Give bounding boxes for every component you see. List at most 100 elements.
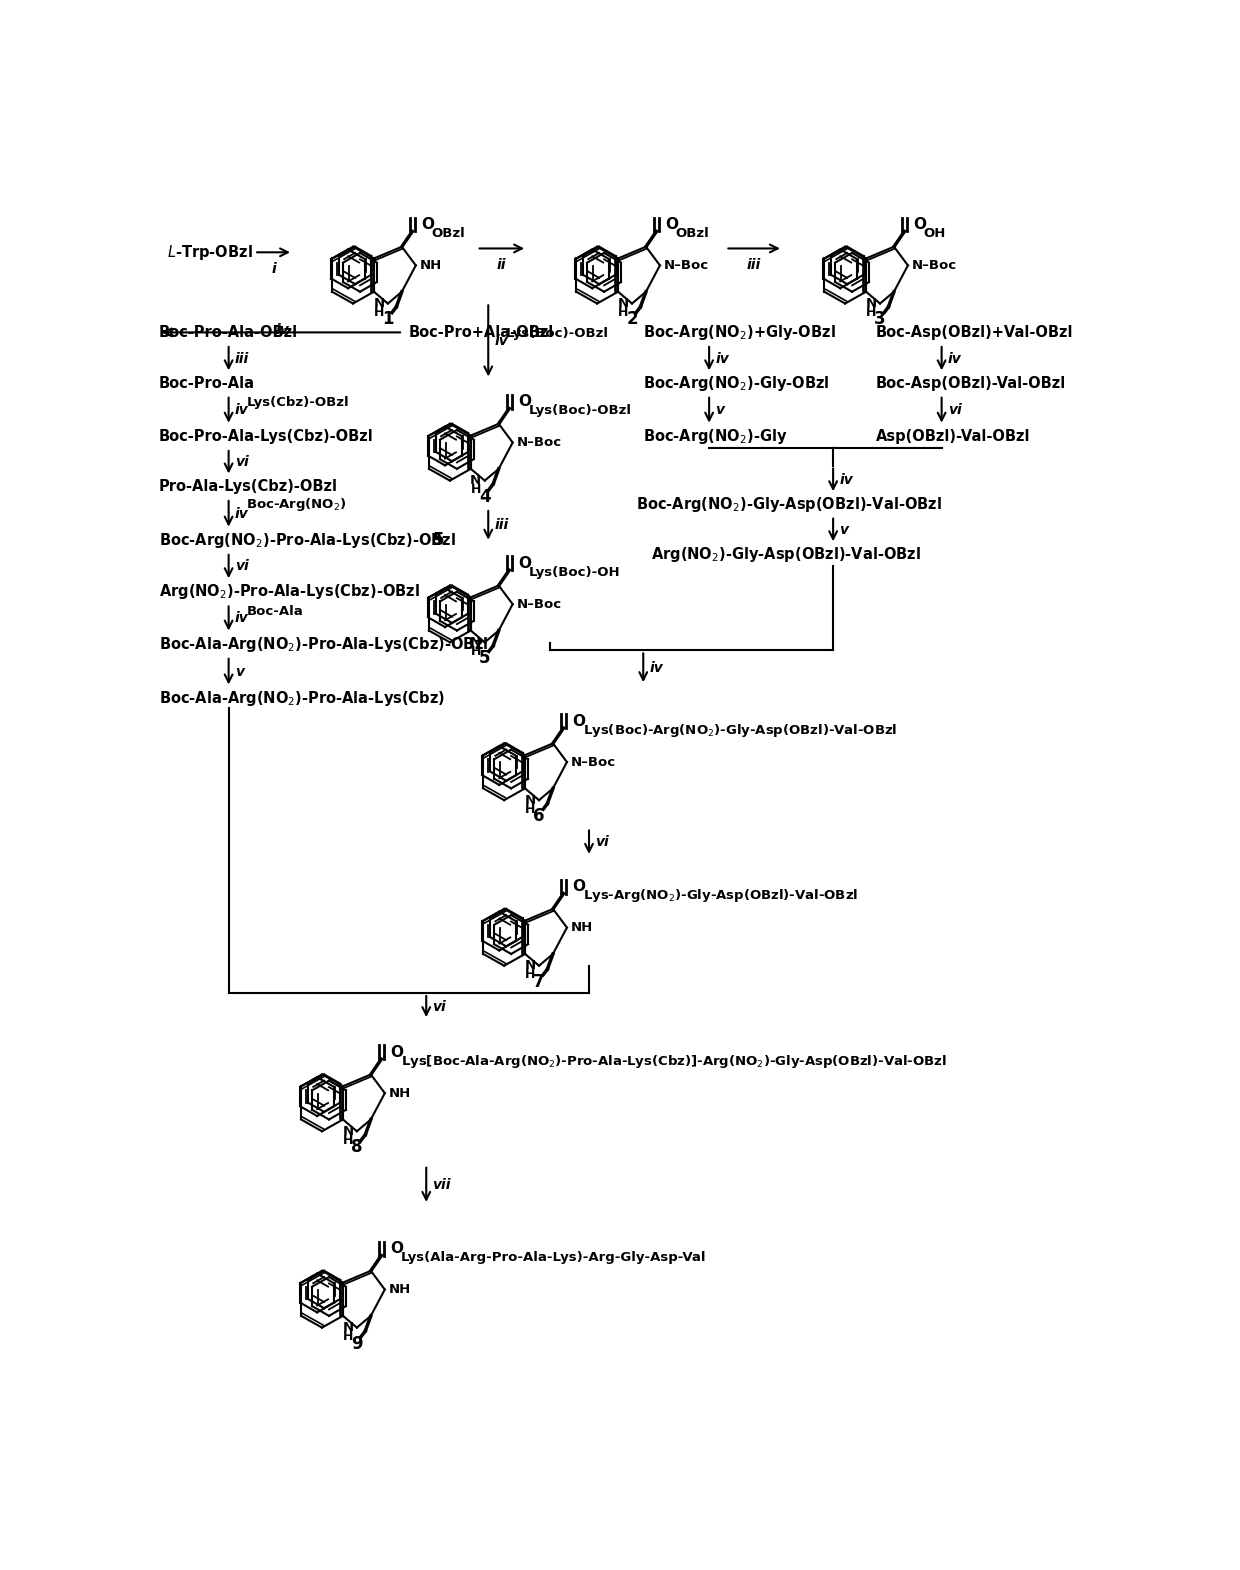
Text: Boc-Pro-Ala-OBzl: Boc-Pro-Ala-OBzl bbox=[159, 325, 298, 339]
Text: Boc-Arg(NO$_2$)+Gly-OBzl: Boc-Arg(NO$_2$)+Gly-OBzl bbox=[644, 323, 836, 342]
Text: H: H bbox=[342, 1330, 353, 1342]
Text: O: O bbox=[518, 556, 532, 571]
Text: iii: iii bbox=[746, 259, 761, 273]
Text: H: H bbox=[470, 484, 481, 496]
Text: Boc-Arg(NO$_2$)-Gly-Asp(OBzl)-Val-OBzl: Boc-Arg(NO$_2$)-Gly-Asp(OBzl)-Val-OBzl bbox=[635, 495, 941, 513]
Text: 4: 4 bbox=[479, 488, 491, 506]
Text: ii: ii bbox=[497, 259, 507, 273]
Text: 1: 1 bbox=[382, 311, 393, 328]
Text: iv: iv bbox=[234, 611, 248, 625]
Text: NH: NH bbox=[570, 922, 593, 934]
Text: H: H bbox=[866, 306, 877, 319]
Text: H: H bbox=[373, 306, 384, 319]
Text: OH: OH bbox=[924, 228, 946, 240]
Text: N–Boc: N–Boc bbox=[913, 259, 957, 272]
Text: iv: iv bbox=[947, 352, 961, 366]
Text: 8: 8 bbox=[351, 1138, 362, 1156]
Text: Boc-Arg(NO$_2$)-Pro-Ala-Lys(Cbz)-OBzl: Boc-Arg(NO$_2$)-Pro-Ala-Lys(Cbz)-OBzl bbox=[159, 531, 456, 550]
Text: O: O bbox=[914, 217, 926, 232]
Text: O: O bbox=[391, 1242, 403, 1256]
Text: Boc-Pro-Ala: Boc-Pro-Ala bbox=[159, 375, 255, 391]
Text: Boc-Asp(OBzl)-Val-OBzl: Boc-Asp(OBzl)-Val-OBzl bbox=[875, 375, 1066, 391]
Text: N: N bbox=[618, 297, 629, 309]
Text: N: N bbox=[342, 1320, 353, 1334]
Text: N: N bbox=[470, 474, 481, 487]
Text: vi: vi bbox=[433, 1000, 446, 1014]
Text: iv: iv bbox=[650, 661, 663, 675]
Text: v: v bbox=[234, 664, 244, 678]
Text: N: N bbox=[866, 297, 877, 309]
Text: vi: vi bbox=[947, 403, 961, 418]
Text: H: H bbox=[470, 645, 481, 658]
Text: v: v bbox=[839, 523, 848, 537]
Text: Boc-Arg(NO$_2$)-Gly-OBzl: Boc-Arg(NO$_2$)-Gly-OBzl bbox=[644, 374, 830, 392]
Text: Lys[Boc-Ala-Arg(NO$_2$)-Pro-Ala-Lys(Cbz)]-Arg(NO$_2$)-Gly-Asp(OBzl)-Val-OBzl: Lys[Boc-Ala-Arg(NO$_2$)-Pro-Ala-Lys(Cbz)… bbox=[401, 1053, 946, 1069]
Text: iv: iv bbox=[839, 473, 853, 487]
Text: Pro-Ala-Lys(Cbz)-OBzl: Pro-Ala-Lys(Cbz)-OBzl bbox=[159, 479, 337, 495]
Text: Lys(Boc)-OBzl: Lys(Boc)-OBzl bbox=[528, 403, 631, 418]
Text: N: N bbox=[342, 1124, 353, 1138]
Text: Lys(Cbz)-OBzl: Lys(Cbz)-OBzl bbox=[247, 396, 350, 410]
Text: iv: iv bbox=[495, 334, 508, 349]
Text: iii: iii bbox=[234, 352, 249, 366]
Text: Boc-Pro+Ala-OBzl: Boc-Pro+Ala-OBzl bbox=[408, 325, 554, 339]
Text: iv: iv bbox=[234, 507, 248, 521]
Text: 2: 2 bbox=[626, 311, 637, 328]
Text: O: O bbox=[391, 1044, 403, 1060]
Text: Lys(Boc)-OH: Lys(Boc)-OH bbox=[528, 565, 620, 579]
Text: Boc-Ala-Arg(NO$_2$)-Pro-Ala-Lys(Cbz)-OBzl: Boc-Ala-Arg(NO$_2$)-Pro-Ala-Lys(Cbz)-OBz… bbox=[159, 634, 489, 653]
Text: $L$-Trp-OBzl: $L$-Trp-OBzl bbox=[166, 243, 253, 262]
Text: O: O bbox=[518, 394, 532, 410]
Text: OBzl: OBzl bbox=[676, 228, 709, 240]
Text: N: N bbox=[373, 297, 384, 309]
Text: Arg(NO$_2$)-Pro-Ala-Lys(Cbz)-OBzl: Arg(NO$_2$)-Pro-Ala-Lys(Cbz)-OBzl bbox=[159, 582, 420, 601]
Text: N–Boc: N–Boc bbox=[665, 259, 709, 272]
Text: 3: 3 bbox=[874, 311, 885, 328]
Text: 5: 5 bbox=[433, 531, 444, 550]
Text: Boc-Ala: Boc-Ala bbox=[247, 604, 304, 617]
Text: Boc-Pro-Ala-Lys(Cbz)-OBzl: Boc-Pro-Ala-Lys(Cbz)-OBzl bbox=[159, 429, 373, 444]
Text: H: H bbox=[525, 802, 536, 816]
Text: O: O bbox=[573, 879, 585, 895]
Text: N–Boc: N–Boc bbox=[517, 436, 562, 449]
Text: Boc-Asp(OBzl)+Val-OBzl: Boc-Asp(OBzl)+Val-OBzl bbox=[875, 325, 1074, 339]
Text: iv: iv bbox=[277, 323, 290, 338]
Text: H: H bbox=[618, 306, 629, 319]
Text: v: v bbox=[715, 403, 724, 418]
Text: i: i bbox=[272, 262, 277, 276]
Text: 7: 7 bbox=[533, 973, 544, 991]
Text: N–Boc: N–Boc bbox=[517, 598, 562, 611]
Text: Lys-Arg(NO$_2$)-Gly-Asp(OBzl)-Val-OBzl: Lys-Arg(NO$_2$)-Gly-Asp(OBzl)-Val-OBzl bbox=[583, 887, 858, 904]
Text: OBzl: OBzl bbox=[432, 228, 465, 240]
Text: Arg(NO$_2$)-Gly-Asp(OBzl)-Val-OBzl: Arg(NO$_2$)-Gly-Asp(OBzl)-Val-OBzl bbox=[651, 545, 921, 565]
Text: O: O bbox=[422, 217, 434, 232]
Text: Lys(Ala-Arg-Pro-Ala-Lys)-Arg-Gly-Asp-Val: Lys(Ala-Arg-Pro-Ala-Lys)-Arg-Gly-Asp-Val bbox=[401, 1251, 706, 1264]
Text: N–Boc: N–Boc bbox=[572, 755, 616, 769]
Text: H: H bbox=[342, 1134, 353, 1146]
Text: NH: NH bbox=[388, 1283, 410, 1295]
Text: vi: vi bbox=[595, 835, 609, 849]
Text: 5: 5 bbox=[479, 650, 491, 667]
Text: iv: iv bbox=[234, 403, 248, 418]
Text: Lys(Boc)-Arg(NO$_2$)-Gly-Asp(OBzl)-Val-OBzl: Lys(Boc)-Arg(NO$_2$)-Gly-Asp(OBzl)-Val-O… bbox=[583, 722, 898, 738]
Text: NH: NH bbox=[419, 259, 441, 272]
Text: iv: iv bbox=[715, 352, 729, 366]
Text: 9: 9 bbox=[351, 1334, 363, 1352]
Text: N: N bbox=[525, 959, 536, 972]
Text: H: H bbox=[525, 969, 536, 981]
Text: 6: 6 bbox=[533, 807, 544, 826]
Text: Boc-Arg(NO$_2$): Boc-Arg(NO$_2$) bbox=[247, 496, 347, 513]
Text: O: O bbox=[666, 217, 678, 232]
Text: N: N bbox=[525, 794, 536, 807]
Text: O: O bbox=[573, 714, 585, 728]
Text: iii: iii bbox=[495, 518, 508, 532]
Text: Boc-Arg(NO$_2$)-Gly: Boc-Arg(NO$_2$)-Gly bbox=[644, 427, 787, 446]
Text: vi: vi bbox=[234, 559, 248, 573]
Text: vi: vi bbox=[234, 455, 248, 469]
Text: N: N bbox=[470, 636, 481, 648]
Text: NH: NH bbox=[388, 1086, 410, 1099]
Text: vii: vii bbox=[433, 1178, 451, 1192]
Text: Boc-Ala-Arg(NO$_2$)-Pro-Ala-Lys(Cbz): Boc-Ala-Arg(NO$_2$)-Pro-Ala-Lys(Cbz) bbox=[159, 689, 445, 708]
Text: Asp(OBzl)-Val-OBzl: Asp(OBzl)-Val-OBzl bbox=[875, 429, 1030, 444]
Text: Lys(Boc)-OBzl: Lys(Boc)-OBzl bbox=[506, 327, 609, 341]
